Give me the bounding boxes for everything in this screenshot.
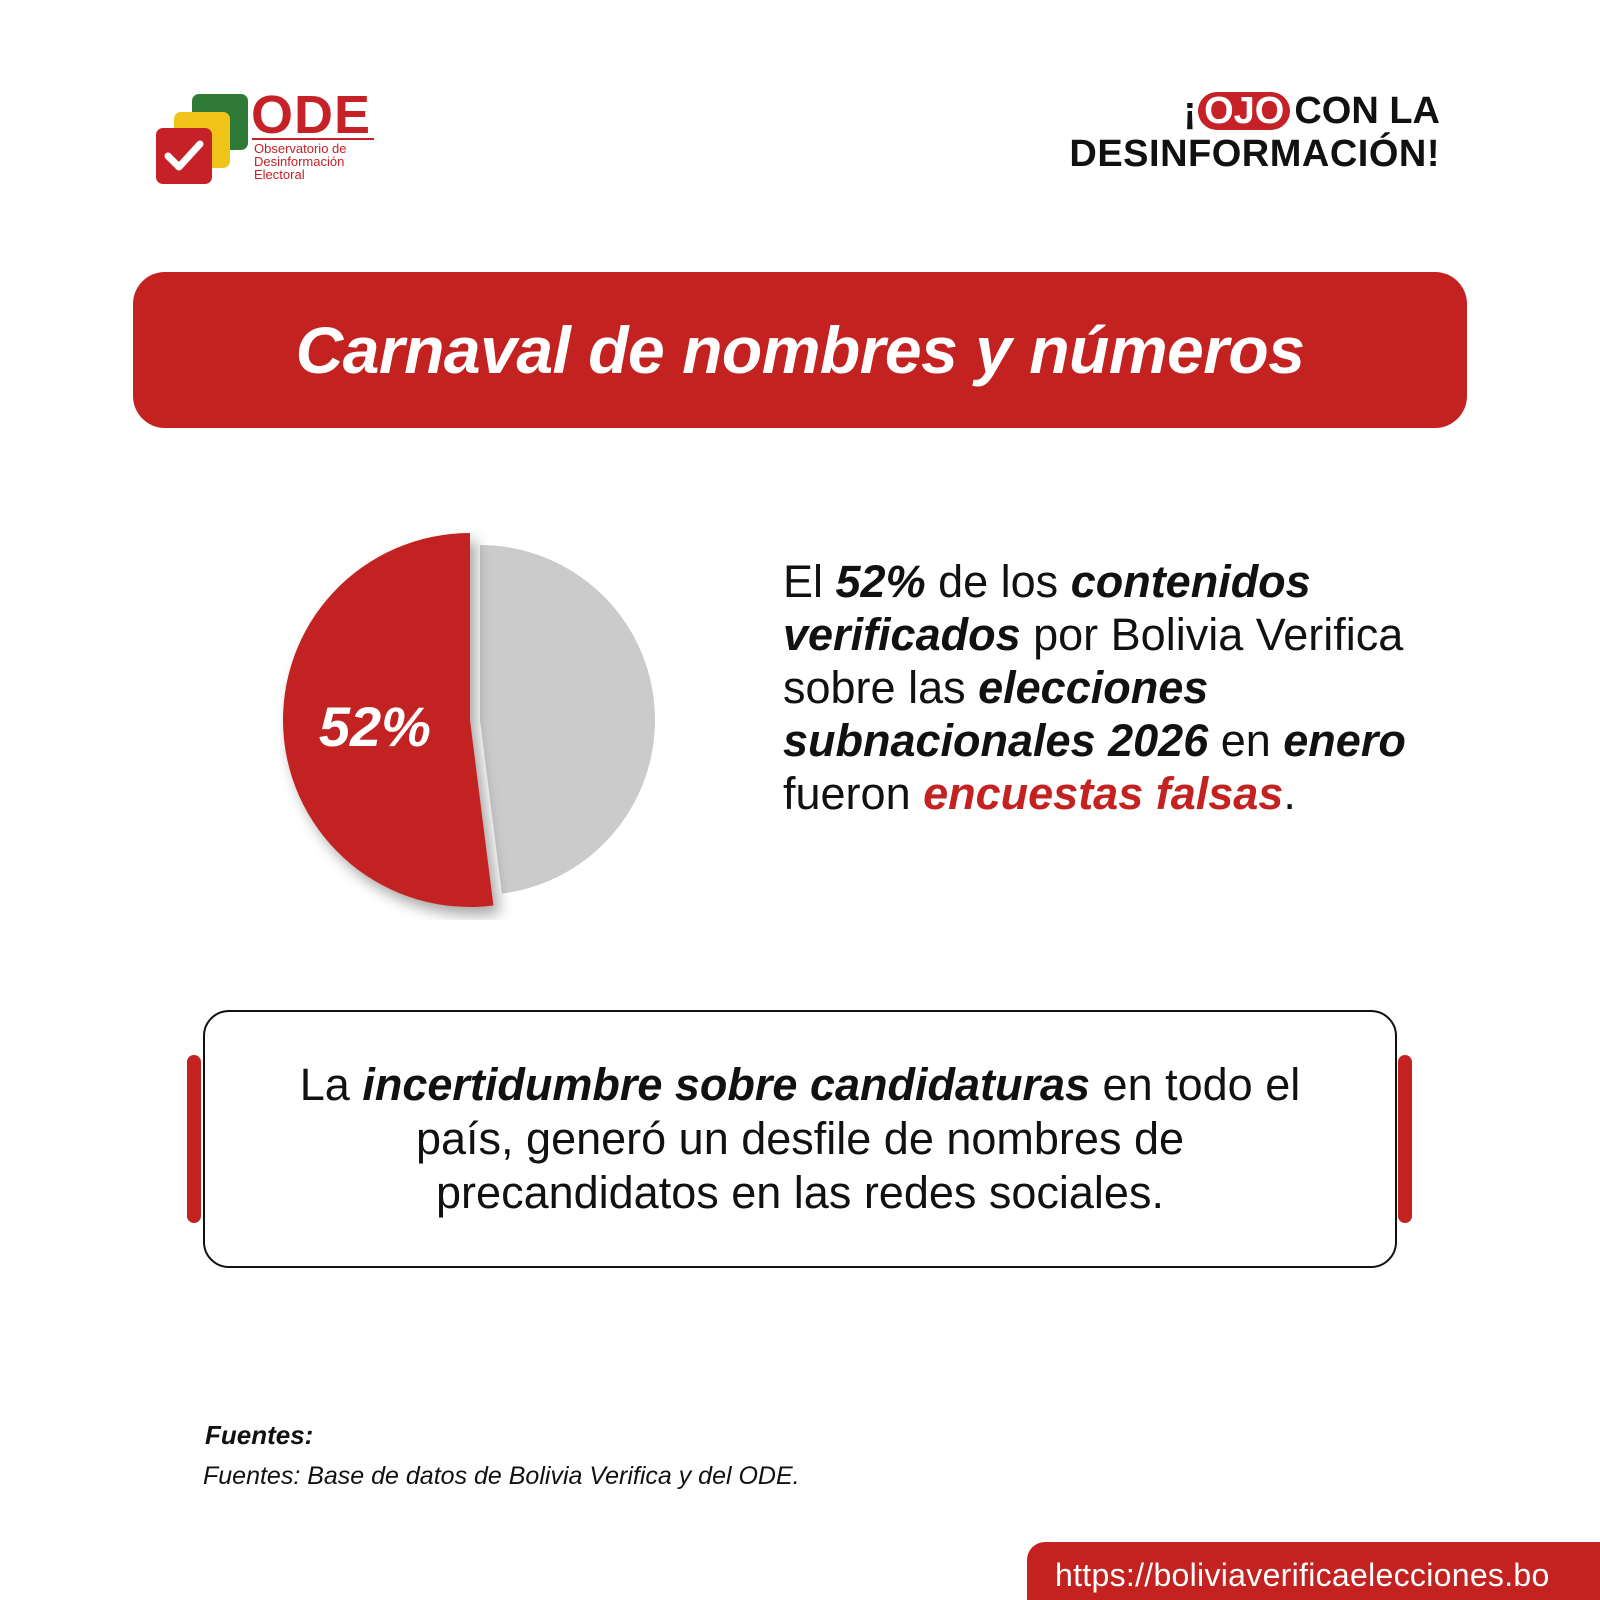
quote-accent-left <box>187 1055 201 1223</box>
desc-text: . <box>1283 768 1296 819</box>
chart-description: El 52% de los contenidos verificados por… <box>783 555 1423 820</box>
footer-url-bar[interactable]: https://boliviaverificaelecciones.bo <box>1027 1542 1600 1600</box>
desc-text: en <box>1208 715 1284 766</box>
logo-subtitle-line: Desinformación <box>254 154 345 169</box>
title-banner: Carnaval de nombres y números <box>133 272 1467 428</box>
ode-logo: ODE Observatorio de Desinformación Elect… <box>156 85 386 192</box>
slogan-line-2: DESINFORMACIÓN! <box>1069 133 1440 175</box>
slogan-open-mark: ¡ <box>1183 90 1197 132</box>
slogan: ¡ OJO CON LA DESINFORMACIÓN! <box>1069 90 1440 176</box>
logo-subtitle: Observatorio de Desinformación Electoral <box>254 142 394 181</box>
slogan-ojo-badge: OJO <box>1198 92 1291 130</box>
sources-heading: Fuentes: <box>205 1420 314 1450</box>
logo-subtitle-line: Electoral <box>254 167 305 182</box>
pie-chart: 52% <box>283 533 656 907</box>
quote-plain: en todo el país, generó un desfile de no… <box>415 1059 1301 1218</box>
desc-highlight: elecciones subnacionales 2026 <box>783 662 1209 766</box>
footer-url[interactable]: https://boliviaverificaelecciones.bo <box>1055 1556 1550 1593</box>
quote-accent-right <box>1398 1055 1412 1223</box>
slogan-line-1: ¡ OJO CON LA <box>1069 90 1440 132</box>
quote-text: La incertidumbre sobre candidaturas en t… <box>270 1058 1330 1220</box>
quote-highlight: incertidumbre sobre candidaturas <box>362 1059 1091 1110</box>
desc-text: El <box>783 556 836 607</box>
desc-text: de los <box>925 556 1071 607</box>
sources-text: Fuentes: Base de datos de Bolivia Verifi… <box>203 1462 800 1490</box>
desc-red-highlight: encuestas falsas <box>923 768 1284 819</box>
checkmark-icon <box>164 140 204 171</box>
page-title: Carnaval de nombres y números <box>295 313 1305 387</box>
desc-highlight: 52% <box>835 556 926 607</box>
logo-red-square <box>156 128 212 184</box>
pie-slice <box>480 545 656 894</box>
logo-rule <box>252 138 374 140</box>
desc-highlight: enero <box>1283 715 1406 766</box>
quote-box: La incertidumbre sobre candidaturas en t… <box>203 1010 1397 1268</box>
logo-title: ODE <box>251 85 372 145</box>
desc-text: fueron <box>783 768 924 819</box>
quote-plain: La <box>299 1059 363 1110</box>
slogan-line-1-text: CON LA <box>1294 90 1440 132</box>
ode-logo-mark <box>156 92 248 184</box>
pie-slice <box>283 533 494 907</box>
pie-slice-label: 52% <box>319 695 431 758</box>
logo-subtitle-line: Observatorio de <box>254 141 347 156</box>
desc-highlight: contenidos verificados <box>783 556 1311 660</box>
desc-text: por Bolivia Verifica sobre las <box>783 609 1404 713</box>
